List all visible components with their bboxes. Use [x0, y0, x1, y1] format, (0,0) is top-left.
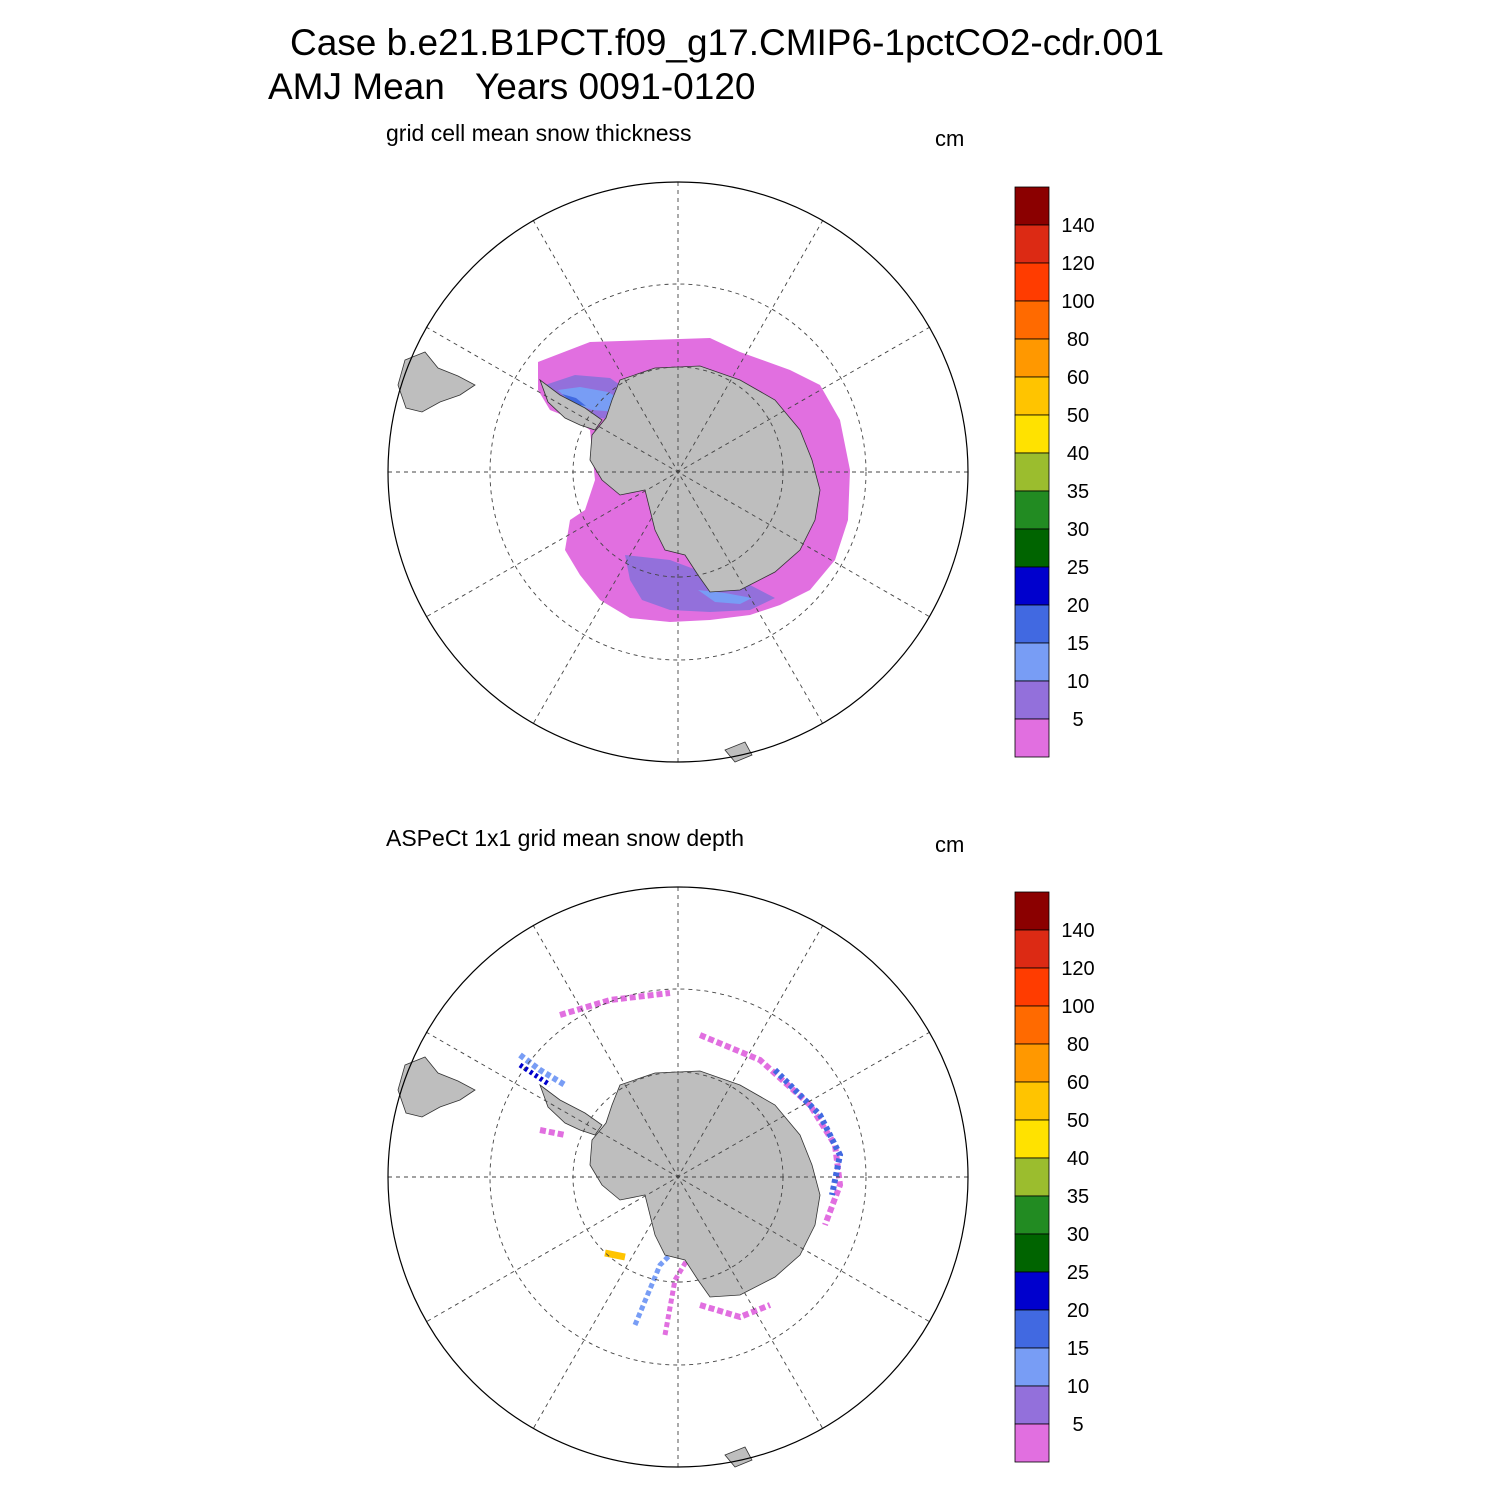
- ship-track-east-blue: [772, 1067, 844, 1196]
- colorbar-tick-label: 35: [1067, 1186, 1089, 1208]
- colorbar-tick-label: 20: [1067, 1300, 1089, 1322]
- ship-track-west: [539, 1127, 566, 1138]
- colorbar-swatch: [1014, 1119, 1050, 1159]
- colorbar-tick-label: 15: [1067, 633, 1089, 655]
- map-boundary: [387, 886, 969, 1468]
- colorbar-tick-label: 100: [1061, 291, 1094, 313]
- antarctica-landmass: [589, 365, 821, 593]
- colorbar-tick-label: 20: [1067, 595, 1089, 617]
- period-title: AMJ Mean Years 0091-0120: [268, 66, 756, 107]
- colorbar-swatch: [1014, 718, 1050, 758]
- colorbar-tick-label: 60: [1067, 1072, 1089, 1094]
- colorbar-tick-label: 80: [1067, 1034, 1089, 1056]
- ship-track-weddell: [559, 990, 671, 1018]
- colorbar-swatch: [1014, 1157, 1050, 1197]
- ship-track-amundsen: [604, 1249, 626, 1261]
- panel-2-colorbar: 140 120 100 80 60 50 40 35 30 25 20 15 10 5: [1014, 891, 1095, 1463]
- colorbar-swatch: [1014, 891, 1050, 931]
- colorbar-swatch: [1014, 224, 1050, 264]
- colorbar-swatch: [1014, 528, 1050, 568]
- colorbar-tick-label: 140: [1061, 215, 1094, 237]
- colorbar-swatch: [1014, 604, 1050, 644]
- colorbar-tick-label: 40: [1067, 1148, 1089, 1170]
- south-america-landmass: [397, 351, 476, 413]
- colorbar-swatch: [1014, 262, 1050, 302]
- colorbar-swatch: [1014, 1385, 1050, 1425]
- colorbar-swatch: [1014, 414, 1050, 454]
- colorbar-tick-label: 35: [1067, 481, 1089, 503]
- ship-track-ross-pink: [662, 1253, 693, 1336]
- colorbar-tick-label: 10: [1067, 671, 1089, 693]
- colorbar-tick-label: 50: [1067, 405, 1089, 427]
- colorbar-tick-label: 140: [1061, 920, 1094, 942]
- colorbar-swatch: [1014, 490, 1050, 530]
- colorbar-swatch: [1014, 1043, 1050, 1083]
- colorbar-tick-label: 15: [1067, 1338, 1089, 1360]
- colorbar-tick-label: 25: [1067, 1262, 1089, 1284]
- graticule: [388, 887, 968, 1467]
- panel-2-units: cm: [935, 832, 965, 857]
- colorbar-swatch: [1014, 300, 1050, 340]
- colorbar-tick-label: 25: [1067, 557, 1089, 579]
- panel-1-units: cm: [935, 126, 965, 151]
- new-zealand-fragment: [724, 1446, 753, 1468]
- case-title: Case b.e21.B1PCT.f09_g17.CMIP6-1pctCO2-c…: [290, 22, 1165, 63]
- colorbar-swatch: [1014, 452, 1050, 492]
- colorbar-swatch: [1014, 1309, 1050, 1349]
- colorbar-swatch: [1014, 186, 1050, 226]
- colorbar-swatch: [1014, 1195, 1050, 1235]
- ship-track-south: [699, 1302, 772, 1321]
- colorbar-tick-label: 60: [1067, 367, 1089, 389]
- colorbar-tick-label: 40: [1067, 443, 1089, 465]
- colorbar-tick-label: 120: [1061, 253, 1094, 275]
- colorbar-swatch: [1014, 1081, 1050, 1121]
- snow-15cm-ross: [698, 590, 752, 604]
- colorbar-tick-label: 120: [1061, 958, 1094, 980]
- panel-1-map: [387, 181, 969, 763]
- colorbar-swatch: [1014, 1271, 1050, 1311]
- colorbar-tick-label: 5: [1072, 1414, 1083, 1436]
- panel-2-title: ASPeCt 1x1 grid mean snow depth: [386, 825, 744, 851]
- colorbar-tick-label: 5: [1072, 709, 1083, 731]
- new-zealand-fragment: [724, 741, 753, 763]
- colorbar-tick-label: 100: [1061, 996, 1094, 1018]
- colorbar-tick-label: 30: [1067, 519, 1089, 541]
- colorbar-tick-label: 10: [1067, 1376, 1089, 1398]
- map-boundary: [387, 181, 969, 763]
- panel-2-map: [387, 886, 969, 1468]
- colorbar-tick-label: 50: [1067, 1110, 1089, 1132]
- colorbar-swatch: [1014, 929, 1050, 969]
- colorbar-swatch: [1014, 967, 1050, 1007]
- colorbar-swatch: [1014, 1423, 1050, 1463]
- south-america-landmass: [397, 1056, 476, 1118]
- colorbar-swatch: [1014, 566, 1050, 606]
- colorbar-swatch: [1014, 642, 1050, 682]
- colorbar-tick-label: 30: [1067, 1224, 1089, 1246]
- colorbar-swatch: [1014, 376, 1050, 416]
- colorbar-swatch: [1014, 1005, 1050, 1045]
- observation-snow-tracks: [518, 990, 844, 1336]
- ship-track-peninsula: [518, 1052, 567, 1088]
- colorbar-swatch: [1014, 1347, 1050, 1387]
- graticule: [388, 182, 968, 762]
- colorbar-swatch: [1014, 1233, 1050, 1273]
- colorbar-tick-label: 80: [1067, 329, 1089, 351]
- snow-20cm-weddell: [562, 394, 586, 406]
- colorbar-swatch: [1014, 680, 1050, 720]
- antarctic-peninsula: [539, 378, 603, 431]
- antarctica-landmass: [589, 1070, 821, 1298]
- panel-1-title: grid cell mean snow thickness: [386, 120, 692, 146]
- colorbar-swatch: [1014, 338, 1050, 378]
- panel-1-colorbar: 140 120 100 80 60 50 40 35 30 25 20 15 10 5: [1014, 186, 1095, 758]
- antarctic-peninsula: [539, 1083, 603, 1136]
